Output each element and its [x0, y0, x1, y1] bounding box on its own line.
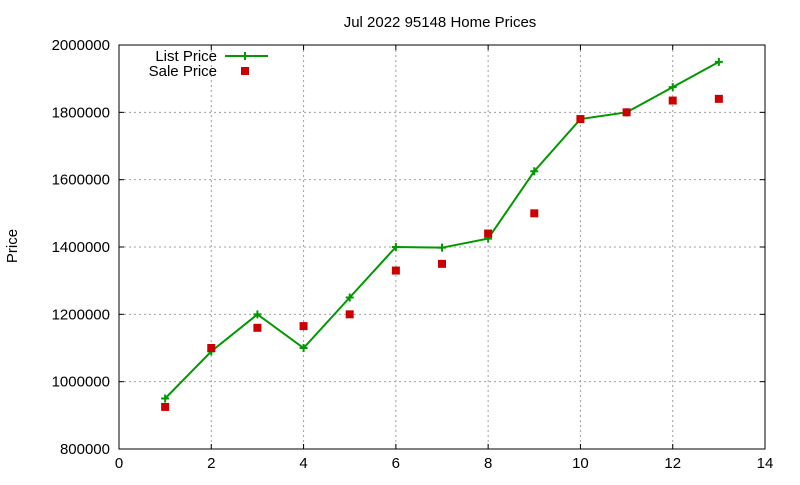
legend-label-list-price: List Price — [155, 48, 217, 65]
x-tick-label: 4 — [299, 455, 307, 472]
list-price-point — [161, 394, 170, 403]
y-tick-label: 1200000 — [52, 306, 110, 323]
legend-label-sale-price: Sale Price — [149, 63, 217, 80]
x-tick-label: 14 — [757, 455, 774, 472]
list-price-point — [253, 310, 262, 319]
legend-marker-sale-price — [241, 67, 249, 75]
x-tick-labels: 0 2 4 6 8 10 12 14 — [115, 455, 774, 472]
list-price-point — [714, 57, 723, 66]
legend-marker-list-price — [241, 52, 249, 60]
x-tick-label: 0 — [115, 455, 123, 472]
list-price-point — [391, 243, 400, 251]
y-tick-label: 1600000 — [52, 172, 110, 189]
sale-price-point — [576, 115, 585, 124]
list-price-point — [668, 83, 677, 92]
list-price-point — [345, 293, 354, 302]
sale-price-point — [207, 344, 216, 352]
y-tick-label: 2000000 — [52, 37, 110, 54]
x-tick-label: 10 — [572, 455, 589, 472]
sale-price-point — [438, 259, 446, 268]
chart-title: Jul 2022 95148 Home Prices — [344, 14, 537, 31]
sale-price-point — [391, 266, 400, 275]
y-tick-label: 1400000 — [52, 239, 110, 256]
sale-price-point — [530, 209, 539, 218]
y-tick-label: 800000 — [60, 441, 110, 458]
sale-price-point — [345, 310, 354, 319]
x-tick-label: 6 — [392, 455, 400, 472]
sale-price-point — [253, 323, 262, 332]
sale-price-point — [484, 229, 493, 238]
y-tick-label: 1000000 — [52, 374, 110, 391]
y-tick-labels: 800000 1000000 1200000 1400000 1600000 180000… — [52, 37, 110, 458]
grid-lines — [119, 45, 765, 449]
sale-price-point — [714, 94, 723, 103]
plot-frame — [118, 44, 766, 450]
list-price-point — [299, 344, 308, 352]
x-tick-label: 12 — [664, 455, 681, 472]
list-price-point — [438, 243, 446, 252]
list-price-point — [530, 167, 539, 176]
y-axis-label: Price — [4, 229, 21, 263]
x-tick-label: 2 — [207, 455, 215, 472]
sale-price-point — [622, 108, 631, 117]
x-tick-label: 8 — [484, 455, 492, 472]
sale-price-point — [161, 402, 170, 411]
series-marks — [161, 57, 723, 411]
sale-price-point — [668, 96, 677, 105]
sale-price-point — [299, 322, 308, 331]
y-tick-label: 1800000 — [52, 104, 110, 121]
legend: List Price Sale Price — [149, 48, 268, 80]
